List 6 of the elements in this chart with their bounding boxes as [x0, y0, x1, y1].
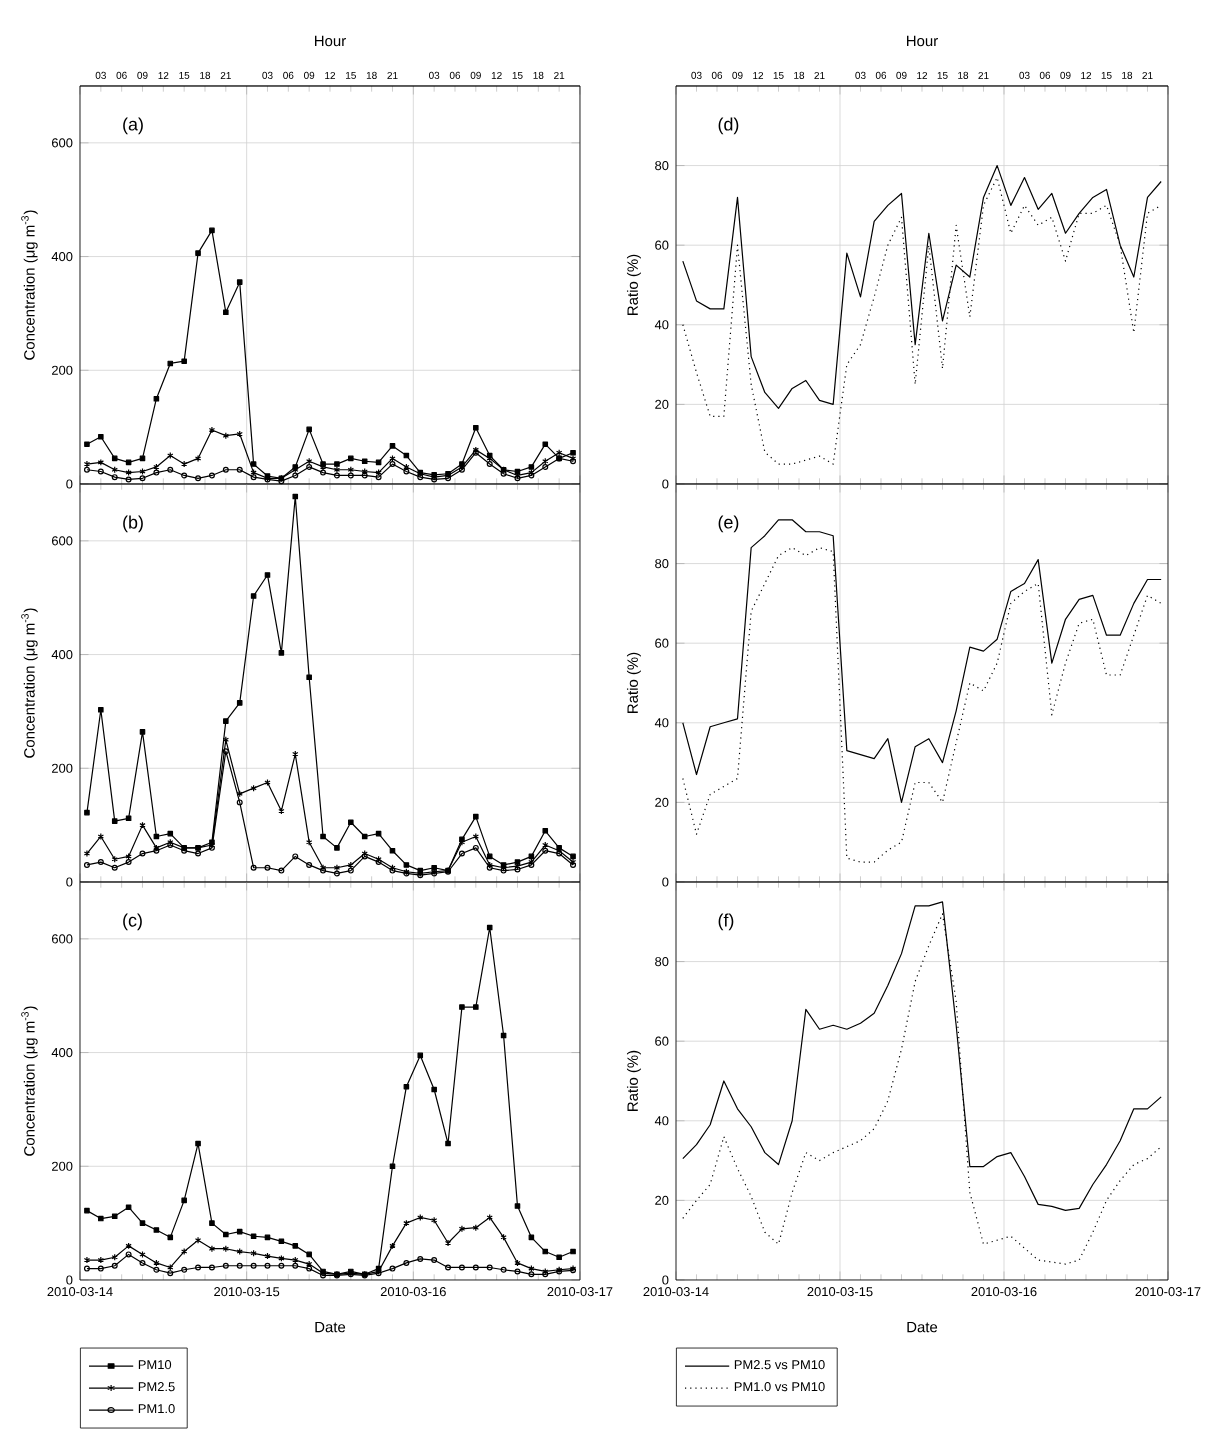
annotation: (f) — [718, 913, 734, 931]
annotation: (a) — [123, 117, 143, 135]
annotation: (d) — [718, 117, 739, 135]
annotation: (c) — [123, 913, 142, 931]
annotation: (e) — [718, 515, 739, 533]
annotation: (b) — [123, 515, 143, 533]
